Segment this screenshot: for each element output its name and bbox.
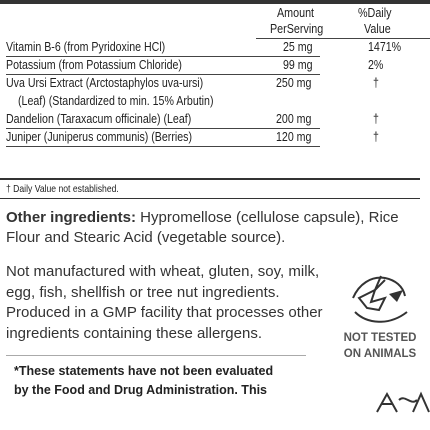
disclaimer-line-1: *These statements have not been evaluate… [14, 364, 274, 378]
row-name: Juniper (Juniperus communis) (Berries) [6, 130, 193, 144]
row-dv: † [373, 130, 379, 144]
not-tested-badge: NOT TESTED ON ANIMALS [330, 330, 430, 362]
other-ingredients: Other ingredients: Hypromellose (cellulo… [6, 208, 426, 248]
row-amount: 25 mg [283, 40, 313, 54]
supplement-facts-panel: Amount PerServing %Daily Value Vitamin B… [0, 0, 430, 205]
row-rule [6, 56, 320, 57]
row-name: Uva Ursi Extract (Arctostaphylos uva-urs… [6, 76, 204, 90]
disclaimer-line-2: by the Food and Drug Administration. Thi… [14, 383, 268, 397]
header-value: Value [364, 22, 391, 36]
badge-line-2: ON ANIMALS [343, 348, 417, 360]
other-ingredients-text: Hypromellose (cellulose capsule), Rice F… [6, 209, 399, 246]
row-rule [6, 74, 320, 75]
facts-row: Juniper (Juniperus communis) (Berries) 1… [6, 130, 430, 145]
bottom-rule [0, 178, 420, 180]
row-name: Potassium (from Potassium Chloride) [6, 58, 182, 72]
badge-line-1: NOT TESTED [343, 332, 417, 344]
facts-row: Vitamin B-6 (from Pyridoxine HCl) 25 mg … [6, 40, 430, 55]
row-dv: † [373, 76, 379, 90]
leaping-bunny-icon [352, 275, 408, 323]
header-amount: Amount [277, 6, 315, 20]
panel-end-rule [0, 198, 420, 199]
row-rule [6, 146, 320, 147]
facts-row-continued: (Leaf) (Standardized to min. 15% Arbutin… [18, 94, 430, 109]
row-amount: 200 mg [276, 112, 312, 126]
row-amount: 99 mg [283, 58, 313, 72]
header-rule [256, 38, 430, 39]
fda-disclaimer: *These statements have not been evaluate… [14, 362, 304, 400]
row-dv: 1471% [368, 40, 402, 54]
row-name: (Leaf) (Standardized to min. 15% Arbutin… [18, 94, 214, 108]
other-ingredients-label: Other ingredients: [6, 209, 137, 226]
allergen-statement: Not manufactured with wheat, gluten, soy… [6, 263, 323, 342]
certification-logo-icon [376, 391, 430, 413]
disclaimer-rule [6, 355, 306, 356]
row-name: Vitamin B-6 (from Pyridoxine HCl) [6, 40, 166, 54]
row-amount: 250 mg [276, 76, 312, 90]
header-daily: %Daily [358, 6, 392, 20]
row-rule [6, 128, 320, 129]
top-rule [0, 0, 430, 4]
row-amount: 120 mg [276, 130, 312, 144]
row-name: Dandelion (Taraxacum officinale) (Leaf) [6, 112, 192, 126]
row-dv: 2% [368, 58, 384, 72]
footnote: † Daily Value not established. [6, 183, 119, 195]
header-per-serving: PerServing [270, 22, 324, 36]
row-dv: † [373, 112, 379, 126]
facts-row: Uva Ursi Extract (Arctostaphylos uva-urs… [6, 76, 430, 91]
facts-row: Potassium (from Potassium Chloride) 99 m… [6, 58, 430, 73]
facts-row: Dandelion (Taraxacum officinale) (Leaf) … [6, 112, 430, 127]
